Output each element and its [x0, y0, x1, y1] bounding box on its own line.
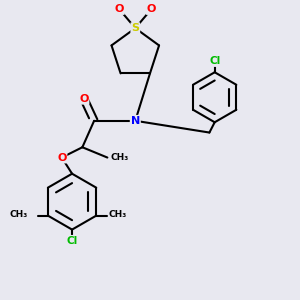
- Text: O: O: [147, 4, 156, 14]
- Text: CH₃: CH₃: [108, 210, 126, 219]
- Text: O: O: [114, 4, 124, 14]
- Text: O: O: [57, 152, 67, 163]
- Text: CH₃: CH₃: [10, 210, 28, 219]
- Text: Cl: Cl: [66, 236, 78, 246]
- Text: O: O: [79, 94, 88, 104]
- Text: CH₃: CH₃: [111, 153, 129, 162]
- Text: Cl: Cl: [209, 56, 220, 66]
- Text: S: S: [131, 23, 139, 33]
- Text: N: N: [131, 116, 140, 126]
